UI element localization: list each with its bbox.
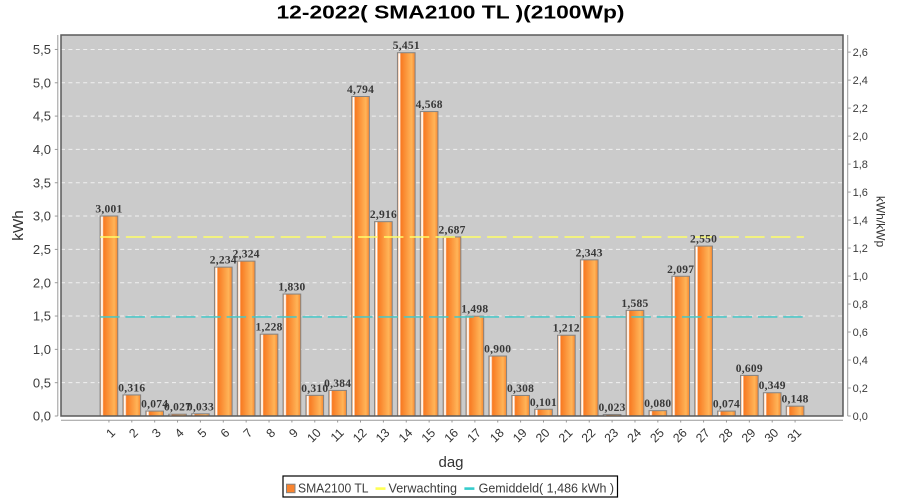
svg-text:0,609: 0,609 [736, 363, 763, 375]
svg-text:1,585: 1,585 [621, 298, 648, 310]
svg-text:2,343: 2,343 [576, 247, 603, 259]
svg-text:0,033: 0,033 [187, 401, 214, 413]
svg-text:3,5: 3,5 [33, 175, 51, 190]
svg-text:1,0: 1,0 [33, 342, 51, 357]
svg-text:1,228: 1,228 [255, 322, 282, 334]
svg-text:0,316: 0,316 [118, 382, 145, 394]
svg-text:2,0: 2,0 [33, 275, 51, 290]
svg-text:4,568: 4,568 [416, 99, 443, 111]
svg-text:5,0: 5,0 [33, 75, 51, 90]
svg-text:2,324: 2,324 [233, 249, 260, 261]
svg-text:0,101: 0,101 [530, 397, 557, 409]
svg-text:0,384: 0,384 [324, 378, 351, 390]
svg-text:0,074: 0,074 [141, 399, 168, 411]
svg-text:1,6: 1,6 [853, 187, 868, 199]
svg-text:2,097: 2,097 [667, 264, 694, 276]
svg-text:5,451: 5,451 [393, 40, 420, 52]
svg-text:4,0: 4,0 [33, 142, 51, 157]
svg-text:0,027: 0,027 [164, 402, 191, 414]
svg-text:0,023: 0,023 [599, 402, 626, 414]
svg-text:0,5: 0,5 [33, 375, 51, 390]
svg-text:0,308: 0,308 [507, 383, 534, 395]
svg-text:0,0: 0,0 [33, 409, 51, 424]
svg-text:4,5: 4,5 [33, 109, 51, 124]
svg-text:Gemiddeld( 1,486 kWh ): Gemiddeld( 1,486 kWh ) [479, 481, 614, 496]
svg-text:0,148: 0,148 [782, 394, 809, 406]
svg-text:2,916: 2,916 [370, 209, 397, 221]
svg-text:2,2: 2,2 [853, 103, 868, 115]
svg-text:0,080: 0,080 [644, 398, 671, 410]
svg-text:3,0: 3,0 [33, 209, 51, 224]
svg-text:1,212: 1,212 [553, 323, 580, 335]
svg-text:1,498: 1,498 [461, 304, 488, 316]
svg-text:0,6: 0,6 [853, 327, 868, 339]
svg-text:dag: dag [438, 454, 463, 471]
svg-text:0,900: 0,900 [484, 344, 511, 356]
svg-text:2,5: 2,5 [33, 242, 51, 257]
svg-text:1,5: 1,5 [33, 309, 51, 324]
svg-text:2,234: 2,234 [210, 255, 237, 267]
svg-text:1,4: 1,4 [853, 215, 868, 227]
svg-text:3,001: 3,001 [95, 204, 122, 216]
svg-text:2,0: 2,0 [853, 131, 868, 143]
svg-text:2,687: 2,687 [438, 224, 465, 236]
svg-text:kWh/kWp: kWh/kWp [874, 196, 888, 248]
svg-text:1,0: 1,0 [853, 271, 868, 283]
svg-text:2,6: 2,6 [853, 47, 868, 59]
svg-text:4,794: 4,794 [347, 84, 374, 96]
svg-text:0,8: 0,8 [853, 299, 868, 311]
svg-text:0,349: 0,349 [759, 380, 786, 392]
svg-text:12-2022( SMA2100 TL )(2100Wp): 12-2022( SMA2100 TL )(2100Wp) [277, 2, 625, 23]
svg-text:0,074: 0,074 [713, 399, 740, 411]
svg-text:0,0: 0,0 [853, 411, 868, 423]
svg-text:2,4: 2,4 [853, 75, 868, 87]
svg-text:0,310: 0,310 [301, 383, 328, 395]
svg-text:1,8: 1,8 [853, 159, 868, 171]
svg-text:0,2: 0,2 [853, 383, 868, 395]
svg-text:2,550: 2,550 [690, 234, 717, 246]
svg-text:0,4: 0,4 [853, 355, 868, 367]
svg-text:Verwachting: Verwachting [389, 481, 458, 496]
svg-text:SMA2100 TL: SMA2100 TL [298, 481, 369, 496]
svg-text:5,5: 5,5 [33, 42, 51, 57]
svg-text:1,830: 1,830 [278, 282, 305, 294]
svg-text:1,2: 1,2 [853, 243, 868, 255]
svg-text:kWh: kWh [10, 210, 27, 241]
